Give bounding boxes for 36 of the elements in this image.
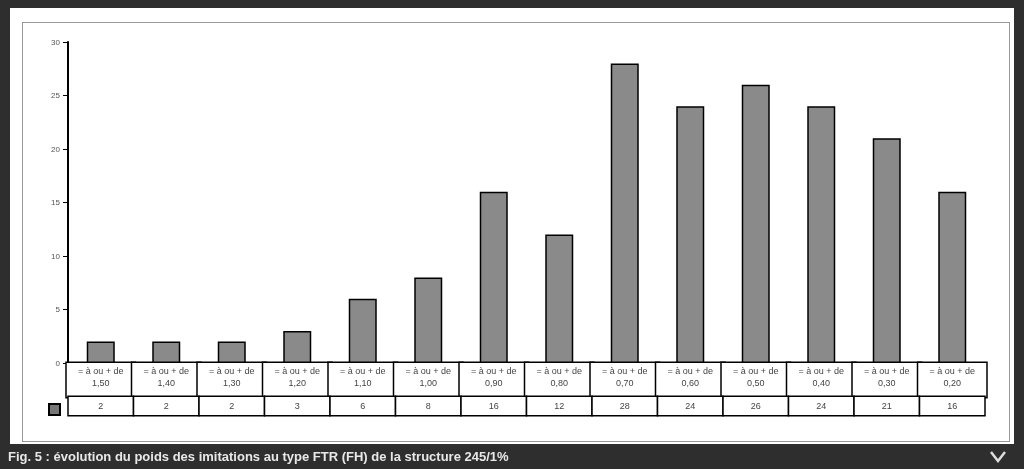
y-tick-label: 20 (51, 144, 61, 154)
y-tick-label: 15 (51, 198, 61, 207)
x-tick-label: = à ou + de 0,20 (929, 366, 976, 388)
data-label: 12 (554, 401, 565, 411)
x-tick-label: = à ou + de 0,70 (601, 366, 648, 388)
data-label: 2 (229, 401, 235, 411)
x-tick-label: = à ou + de 1,00 (405, 366, 452, 388)
x-tick-label: = à ou + de 0,40 (798, 366, 845, 388)
x-tick-label: = à ou + de 0,80 (536, 366, 583, 388)
data-label: 3 (294, 401, 300, 411)
y-tick-label: 0 (55, 358, 61, 368)
x-tick-label: = à ou + de 1,50 (77, 366, 124, 388)
x-tick-label: = à ou + de 1,10 (339, 366, 386, 388)
x-tick-label: = à ou + de 1,40 (143, 366, 190, 388)
x-tick-label: = à ou + de 0,50 (732, 366, 779, 388)
data-label: 16 (947, 401, 958, 411)
y-tick-label: 30 (51, 37, 61, 47)
data-label: 2 (98, 401, 104, 411)
data-label: 2 (163, 401, 169, 411)
y-tick-label: 25 (51, 91, 61, 100)
y-tick-label: 5 (55, 305, 61, 314)
x-tick-label: = à ou + de 0,60 (667, 366, 714, 388)
text: Fig. 5 : évolution du poids des imitations au type FTR (FH) de la structure 245/1% (8, 449, 509, 464)
data-label: 8 (425, 401, 431, 411)
data-label: 24 (685, 401, 696, 411)
x-tick-label: = à ou + de 0,30 (863, 366, 910, 388)
data-label: 21 (881, 401, 892, 411)
x-tick-label: = à ou + de 1,30 (208, 366, 255, 388)
data-label: 26 (750, 401, 761, 411)
y-tick-label: 10 (51, 251, 61, 261)
data-label: 6 (360, 401, 366, 411)
data-label: 28 (619, 401, 630, 411)
x-tick-label: = à ou + de 1,20 (274, 366, 321, 388)
x-tick-label: = à ou + de 0,90 (470, 366, 517, 388)
data-label: 24 (816, 401, 827, 411)
data-label: 16 (488, 401, 499, 411)
